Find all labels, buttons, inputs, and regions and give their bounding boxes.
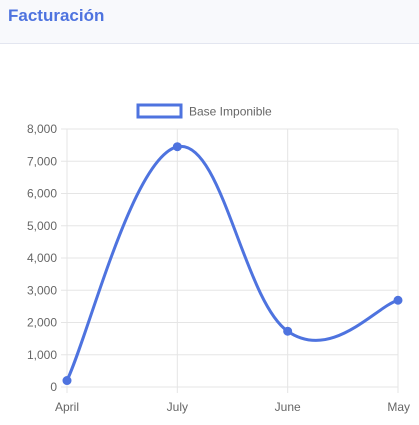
x-tick-label: April [55, 400, 79, 414]
chart-legend[interactable]: Base Imponible [136, 103, 272, 119]
y-tick-label: 3,000 [27, 283, 57, 297]
x-tick-label: July [167, 400, 188, 414]
series-layer [62, 142, 403, 386]
data-point[interactable] [393, 295, 403, 305]
x-tick-label: May [387, 400, 410, 414]
legend-label[interactable]: Base Imponible [189, 105, 272, 119]
data-point[interactable] [283, 326, 293, 336]
y-tick-label: 5,000 [27, 219, 57, 233]
data-point[interactable] [62, 376, 72, 386]
series-line [65, 145, 400, 383]
y-tick-label: 4,000 [27, 251, 57, 265]
chart-grid [61, 128, 399, 393]
x-axis-ticks: April July June May [55, 400, 410, 414]
y-tick-label: 0 [50, 380, 57, 394]
y-tick-label: 2,000 [27, 316, 57, 330]
y-tick-label: 6,000 [27, 187, 57, 201]
data-point[interactable] [172, 142, 182, 152]
y-tick-label: 7,000 [27, 154, 57, 168]
y-axis-ticks: 0 1,000 2,000 3,000 4,000 5,000 6,000 7,000 8,00… [27, 122, 57, 394]
y-tick-label: 1,000 [27, 348, 57, 362]
card-header: Facturación [0, 0, 419, 44]
card-title: Facturación [8, 6, 105, 25]
y-tick-label: 8,000 [27, 122, 57, 136]
legend-swatch[interactable] [136, 103, 183, 119]
x-tick-label: June [275, 400, 301, 414]
